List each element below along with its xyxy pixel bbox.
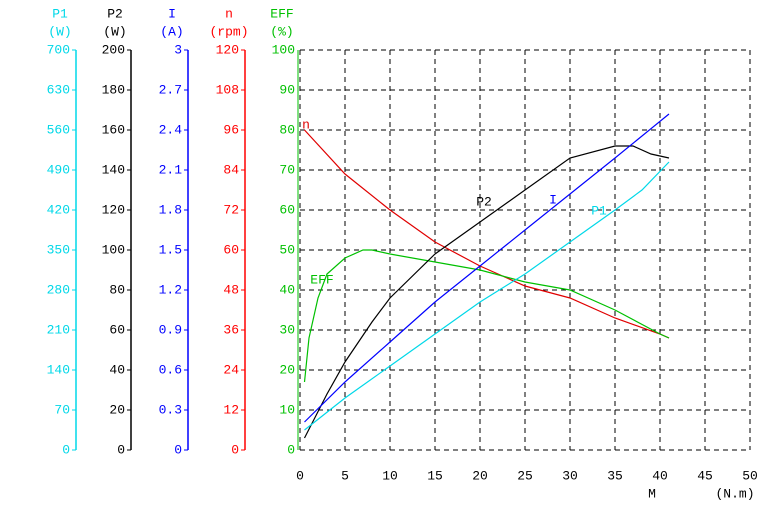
y-tick-label: 700 (47, 42, 70, 57)
x-tick-label: 40 (652, 468, 668, 483)
y-tick-label: 20 (279, 362, 295, 377)
y-tick-label: 70 (279, 162, 295, 177)
y-tick-label: 84 (223, 162, 239, 177)
y-tick-label: 0.6 (159, 362, 182, 377)
y-tick-label: 20 (109, 402, 125, 417)
y-tick-label: 200 (102, 42, 125, 57)
y-axis-unit: (W) (103, 24, 126, 39)
x-tick-label: 45 (697, 468, 713, 483)
y-tick-label: 48 (223, 282, 239, 297)
y-tick-label: 80 (109, 282, 125, 297)
series-line (303, 145, 670, 439)
y-tick-label: 140 (47, 362, 70, 377)
y-axis-name: P1 (52, 6, 68, 21)
y-tick-label: 24 (223, 362, 239, 377)
series-line (304, 113, 670, 423)
y-tick-label: 0.3 (159, 402, 182, 417)
y-tick-label: 210 (47, 322, 70, 337)
y-tick-label: 160 (102, 122, 125, 137)
y-axis-unit: (A) (160, 24, 183, 39)
y-axis-name: P2 (107, 6, 123, 21)
series-line (304, 161, 670, 431)
x-tick-label: 5 (341, 468, 349, 483)
y-tick-label: 560 (47, 122, 70, 137)
y-tick-label: 120 (102, 202, 125, 217)
y-tick-label: 0 (174, 442, 182, 457)
x-tick-label: 10 (382, 468, 398, 483)
x-tick-label: 35 (607, 468, 623, 483)
series-line (303, 249, 670, 383)
x-tick-label: 50 (742, 468, 758, 483)
y-axis-name: n (225, 6, 233, 21)
y-tick-label: 60 (109, 322, 125, 337)
y-tick-label: 0 (231, 442, 239, 457)
y-axis-unit: (%) (270, 24, 293, 39)
y-tick-label: 50 (279, 242, 295, 257)
y-tick-label: 630 (47, 82, 70, 97)
y-tick-label: 420 (47, 202, 70, 217)
x-tick-label: 20 (472, 468, 488, 483)
y-tick-label: 60 (279, 202, 295, 217)
y-axis-name: I (168, 6, 176, 21)
y-tick-label: 0 (62, 442, 70, 457)
y-axis-unit: (W) (48, 24, 71, 39)
y-tick-label: 0 (287, 442, 295, 457)
y-tick-label: 2.1 (159, 162, 183, 177)
y-tick-label: 280 (47, 282, 70, 297)
x-axis-label: M (648, 486, 656, 501)
y-tick-label: 140 (102, 162, 125, 177)
y-tick-label: 10 (279, 402, 295, 417)
series-label: n (302, 117, 310, 132)
y-tick-label: 3 (174, 42, 182, 57)
y-axis-unit: (rpm) (209, 24, 248, 39)
y-tick-label: 36 (223, 322, 239, 337)
y-tick-label: 72 (223, 202, 239, 217)
x-tick-label: 0 (296, 468, 304, 483)
y-tick-label: 120 (216, 42, 239, 57)
x-tick-label: 30 (562, 468, 578, 483)
y-tick-label: 0 (117, 442, 125, 457)
y-tick-label: 108 (216, 82, 239, 97)
series-label: P2 (476, 194, 492, 209)
x-axis-unit: (N.m) (715, 486, 754, 501)
y-tick-label: 1.5 (159, 242, 182, 257)
y-tick-label: 1.8 (159, 202, 182, 217)
y-tick-label: 100 (272, 42, 295, 57)
series-line (304, 129, 670, 339)
y-tick-label: 100 (102, 242, 125, 257)
y-axis-name: EFF (270, 6, 293, 21)
y-tick-label: 40 (109, 362, 125, 377)
x-tick-label: 25 (517, 468, 533, 483)
y-tick-label: 12 (223, 402, 239, 417)
y-tick-label: 0.9 (159, 322, 182, 337)
y-tick-label: 1.2 (159, 282, 182, 297)
series-label: I (549, 192, 557, 207)
y-tick-label: 70 (54, 402, 70, 417)
series-label: P1 (591, 203, 607, 218)
series-label: EFF (310, 272, 333, 287)
y-tick-label: 96 (223, 122, 239, 137)
y-tick-label: 2.7 (159, 82, 182, 97)
x-tick-label: 15 (427, 468, 443, 483)
y-tick-label: 60 (223, 242, 239, 257)
y-tick-label: 2.4 (159, 122, 183, 137)
y-tick-label: 180 (102, 82, 125, 97)
y-tick-label: 350 (47, 242, 70, 257)
y-tick-label: 90 (279, 82, 295, 97)
y-tick-label: 80 (279, 122, 295, 137)
y-tick-label: 490 (47, 162, 70, 177)
y-tick-label: 40 (279, 282, 295, 297)
y-tick-label: 30 (279, 322, 295, 337)
